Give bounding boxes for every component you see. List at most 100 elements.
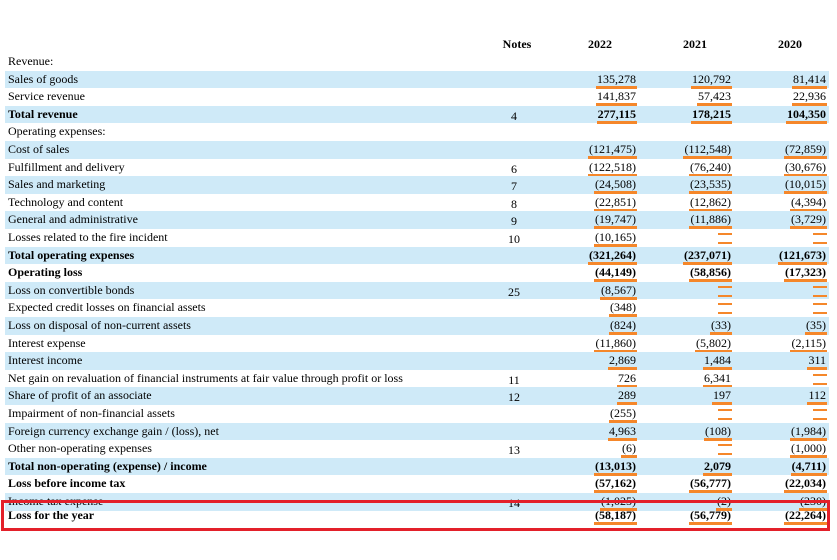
row-note: 14 xyxy=(508,496,520,510)
value-text: (22,264) xyxy=(784,509,827,525)
value-text: (17,323) xyxy=(784,266,827,283)
row-note: 11 xyxy=(508,372,520,387)
value-cell-2021 xyxy=(668,300,732,315)
value-text: (5,802) xyxy=(695,336,732,353)
table-row: Total revenue 4 277,115 178,215 104,350 xyxy=(5,105,829,124)
table-row: Net gain on revaluation of financial ins… xyxy=(5,370,829,388)
value-text: 6,341 xyxy=(703,371,732,388)
value-cell-2021: (58,856) xyxy=(668,265,732,283)
value-text: (122,518) xyxy=(588,160,637,177)
row-label: Operating expenses: xyxy=(8,124,106,139)
value-cell-2020 xyxy=(763,406,827,421)
nil-dash xyxy=(718,285,732,297)
value-text: (255) xyxy=(609,407,637,423)
nil-dash xyxy=(813,232,827,244)
value-text: 2,079 xyxy=(703,459,732,476)
table-row: Losses related to the fire incident 10 (10… xyxy=(5,229,829,247)
table-row: Loss on convertible bonds 25 (8,567) xyxy=(5,281,829,300)
value-text: 311 xyxy=(807,354,827,371)
value-text: (30,676) xyxy=(784,160,827,177)
row-label: Net gain on revaluation of financial ins… xyxy=(8,370,403,385)
table-row: Fulfillment and delivery 6 (122,518) (76,24… xyxy=(5,159,829,177)
value-text: 120,792 xyxy=(691,72,732,89)
row-label: Loss on convertible bonds xyxy=(8,282,135,297)
header-year-2020: 2020 xyxy=(778,37,802,51)
value-cell-2020: (1,984) xyxy=(763,424,827,441)
value-cell-2022: 4,963 xyxy=(573,424,637,441)
table-row: Interest expense (11,860) (5,802) (2,115) xyxy=(5,335,829,353)
table-row: Loss for the year (58,187) (56,779) (22,264… xyxy=(5,507,829,525)
value-text: (13,013) xyxy=(594,459,637,476)
value-text: 277,115 xyxy=(596,107,637,124)
value-cell-2022: (122,518) xyxy=(573,160,637,177)
value-text: (23,535) xyxy=(689,178,732,195)
value-cell-2022: 2,869 xyxy=(573,353,637,371)
value-text: (33) xyxy=(710,319,732,335)
value-text: (12,862) xyxy=(689,195,732,212)
value-cell-2022: (57,162) xyxy=(573,476,637,494)
value-text: (24,508) xyxy=(594,178,637,195)
value-cell-2021: (108) xyxy=(668,424,732,441)
value-text: (112,548) xyxy=(683,143,732,159)
value-cell-2021: (76,240) xyxy=(668,160,732,177)
header-year-2021: 2021 xyxy=(683,37,707,51)
value-text: (10,165) xyxy=(594,231,637,247)
value-cell-2020: (2,115) xyxy=(763,336,827,353)
value-cell-2020: (4,711) xyxy=(763,459,827,476)
value-text: 178,215 xyxy=(691,107,732,124)
value-cell-2021: (112,548) xyxy=(668,142,732,159)
value-cell-2020: (121,673) xyxy=(763,248,827,265)
value-cell-2022: (13,013) xyxy=(573,459,637,476)
value-cell-2020 xyxy=(763,230,827,245)
value-text: 4,963 xyxy=(608,424,637,441)
value-cell-2020: (3,729) xyxy=(763,212,827,230)
value-text: (824) xyxy=(609,319,637,335)
value-text: 81,414 xyxy=(792,72,827,89)
row-label: Cost of sales xyxy=(8,142,70,156)
value-text: (237,071) xyxy=(683,248,732,265)
value-text: (121,673) xyxy=(778,248,827,265)
row-label: Interest expense xyxy=(8,335,86,350)
header-year-2022: 2022 xyxy=(588,37,612,51)
table-row: Loss before income tax (57,162) (56,777) (2… xyxy=(5,475,829,494)
row-label: Total non-operating (expense) / income xyxy=(8,458,207,473)
row-label: Interest income xyxy=(8,353,83,368)
value-text: (2,115) xyxy=(790,336,827,353)
value-cell-2021 xyxy=(668,283,732,298)
value-cell-2021: (237,071) xyxy=(668,248,732,265)
value-text: (58,187) xyxy=(594,509,637,525)
value-cell-2022: 135,278 xyxy=(573,72,637,89)
header-notes: Notes xyxy=(502,37,532,51)
value-cell-2021: (23,535) xyxy=(668,177,732,195)
value-cell-2021: (56,777) xyxy=(668,476,732,494)
nil-dash xyxy=(813,408,827,420)
value-text: (1,000) xyxy=(790,442,827,459)
table-row: Interest income 2,869 1,484 311 xyxy=(5,352,829,371)
table-row: Sales of goods 135,278 120,792 81,414 xyxy=(5,70,829,89)
value-text: 135,278 xyxy=(596,72,637,89)
value-cell-2021: (56,779) xyxy=(668,508,732,525)
row-label: Fulfillment and delivery xyxy=(8,159,125,174)
nil-dash xyxy=(718,408,732,420)
row-note: 6 xyxy=(511,161,517,176)
value-text: (6) xyxy=(621,442,637,459)
value-text: 22,936 xyxy=(792,90,827,107)
value-text: (57,162) xyxy=(594,477,637,494)
value-cell-2022: (348) xyxy=(573,300,637,318)
value-cell-2021: 197 xyxy=(668,388,732,406)
value-text: (22,034) xyxy=(784,477,827,494)
value-cell-2020: 104,350 xyxy=(763,107,827,124)
value-text: 726 xyxy=(617,371,637,388)
value-text: (58,856) xyxy=(689,266,732,283)
value-cell-2021: 1,484 xyxy=(668,353,732,371)
value-cell-2022: (10,165) xyxy=(573,230,637,247)
value-cell-2020: (30,676) xyxy=(763,160,827,177)
row-label: Loss for the year xyxy=(8,508,95,522)
value-cell-2020: (1,000) xyxy=(763,441,827,459)
row-note: 7 xyxy=(511,179,517,194)
value-text: (11,886) xyxy=(689,213,732,230)
value-cell-2020: (17,323) xyxy=(763,265,827,283)
value-cell-2020 xyxy=(763,371,827,386)
value-cell-2020: (4,394) xyxy=(763,195,827,212)
value-cell-2022: (22,851) xyxy=(573,195,637,212)
